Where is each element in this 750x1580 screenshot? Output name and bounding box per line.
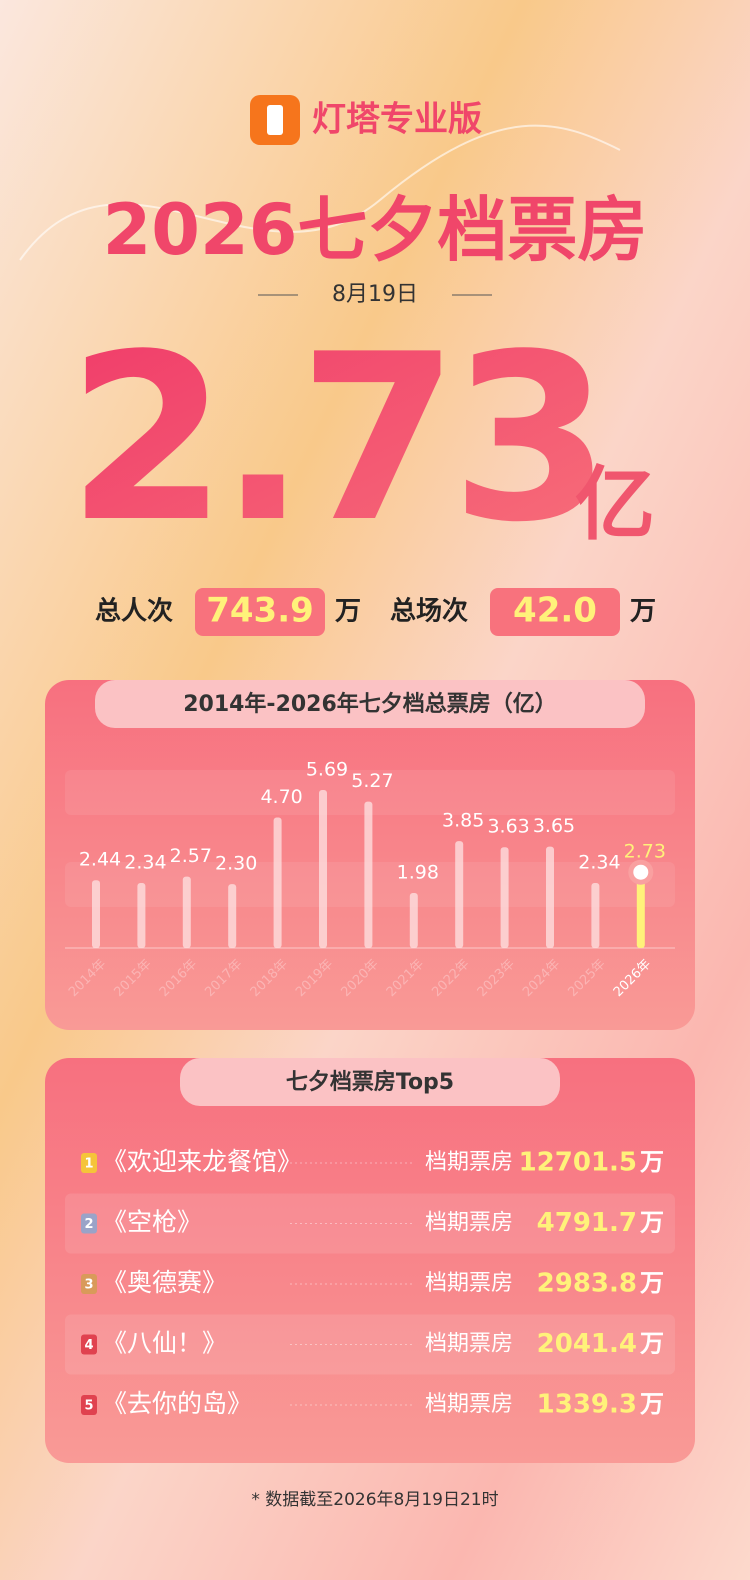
top5-title-pill bbox=[180, 1058, 560, 1106]
rank-badge bbox=[81, 1395, 97, 1415]
top5-title: 七夕档票房Top5 bbox=[286, 1069, 454, 1095]
top5-panel bbox=[45, 1058, 695, 1463]
bar bbox=[591, 883, 600, 948]
movie-title: 《去你的岛》 bbox=[102, 1389, 252, 1418]
value-label: 4.70 bbox=[260, 786, 302, 808]
row-unit: 万 bbox=[640, 1269, 664, 1297]
title: 2026七夕档票房 bbox=[103, 189, 648, 271]
row-band bbox=[65, 1193, 675, 1254]
bar bbox=[364, 801, 373, 948]
bar bbox=[500, 847, 509, 948]
date: 8月19日 bbox=[332, 282, 418, 307]
bar bbox=[319, 790, 327, 948]
stat-box bbox=[490, 588, 620, 636]
brand: 灯塔专业版 bbox=[312, 100, 482, 140]
decor-line bbox=[19, 124, 621, 261]
value-label: 5.69 bbox=[306, 759, 348, 781]
stat-unit: 万 bbox=[630, 597, 656, 627]
stat-unit: 万 bbox=[335, 597, 361, 627]
stat-value: 743.9 bbox=[206, 591, 314, 631]
movie-title: 《欢迎来龙餐馆》 bbox=[102, 1147, 302, 1176]
value-label: 2.57 bbox=[170, 845, 212, 867]
rank: 5 bbox=[84, 1399, 93, 1414]
row-unit: 万 bbox=[640, 1209, 664, 1237]
row-value: 2041.4 bbox=[537, 1329, 637, 1359]
value-label: 2.34 bbox=[578, 852, 620, 874]
row-value: 4791.7 bbox=[537, 1208, 637, 1238]
row-band bbox=[65, 1314, 675, 1375]
row-unit: 万 bbox=[640, 1390, 664, 1418]
chart-title-pill bbox=[95, 680, 645, 728]
value-label: 2.30 bbox=[215, 853, 257, 875]
bar bbox=[92, 880, 100, 948]
rank-badge bbox=[81, 1274, 97, 1294]
value-label: 3.85 bbox=[442, 810, 484, 832]
row-value: 12701.5 bbox=[519, 1148, 637, 1178]
row-label: 档期票房 bbox=[425, 1150, 513, 1175]
stat-box bbox=[195, 588, 325, 636]
logo-mark bbox=[267, 105, 283, 135]
rank: 4 bbox=[84, 1338, 93, 1353]
stat-value: 42.0 bbox=[513, 591, 597, 631]
row-unit: 万 bbox=[640, 1148, 664, 1176]
rank: 2 bbox=[84, 1217, 93, 1232]
rank: 1 bbox=[84, 1157, 93, 1172]
value-label: 1.98 bbox=[397, 862, 439, 884]
bar bbox=[273, 817, 282, 948]
bar bbox=[228, 884, 237, 948]
row-label: 档期票房 bbox=[425, 1211, 513, 1236]
value-label: 3.63 bbox=[487, 816, 529, 838]
movie-title: 《空枪》 bbox=[102, 1208, 202, 1237]
stat-label: 总场次 bbox=[390, 597, 468, 627]
value-label: 2.73 bbox=[624, 841, 666, 863]
rank-badge bbox=[81, 1213, 97, 1234]
value-label: 5.27 bbox=[351, 770, 393, 792]
movie-title: 《八仙！》 bbox=[102, 1329, 227, 1358]
row-value: 2983.8 bbox=[537, 1269, 637, 1299]
footnote: * 数据截至2026年8月19日21时 bbox=[251, 1490, 498, 1510]
row-label: 档期票房 bbox=[425, 1332, 513, 1357]
rank-badge bbox=[81, 1153, 97, 1173]
value-label: 2.44 bbox=[79, 849, 121, 871]
rank-badge bbox=[81, 1334, 97, 1355]
row-label: 档期票房 bbox=[425, 1271, 513, 1296]
highlight-dot bbox=[628, 859, 654, 885]
value-label: 3.65 bbox=[533, 815, 575, 837]
total-unit: 亿 bbox=[575, 458, 655, 551]
rank: 3 bbox=[84, 1278, 93, 1293]
chart-band bbox=[65, 770, 675, 815]
bar bbox=[182, 876, 191, 948]
bar bbox=[455, 841, 464, 948]
value-label: 2.34 bbox=[124, 852, 166, 874]
stat-label: 总人次 bbox=[95, 597, 173, 627]
bar bbox=[409, 893, 418, 948]
row-unit: 万 bbox=[640, 1330, 664, 1358]
bar bbox=[636, 872, 645, 948]
bar bbox=[546, 846, 554, 948]
movie-title: 《奥德赛》 bbox=[102, 1268, 227, 1297]
row-value: 1339.3 bbox=[537, 1390, 637, 1420]
row-label: 档期票房 bbox=[425, 1392, 513, 1417]
bar bbox=[137, 883, 146, 948]
chart-title: 2014年-2026年七夕档总票房（亿） bbox=[183, 691, 557, 717]
total-value: 2.73 bbox=[67, 306, 602, 573]
